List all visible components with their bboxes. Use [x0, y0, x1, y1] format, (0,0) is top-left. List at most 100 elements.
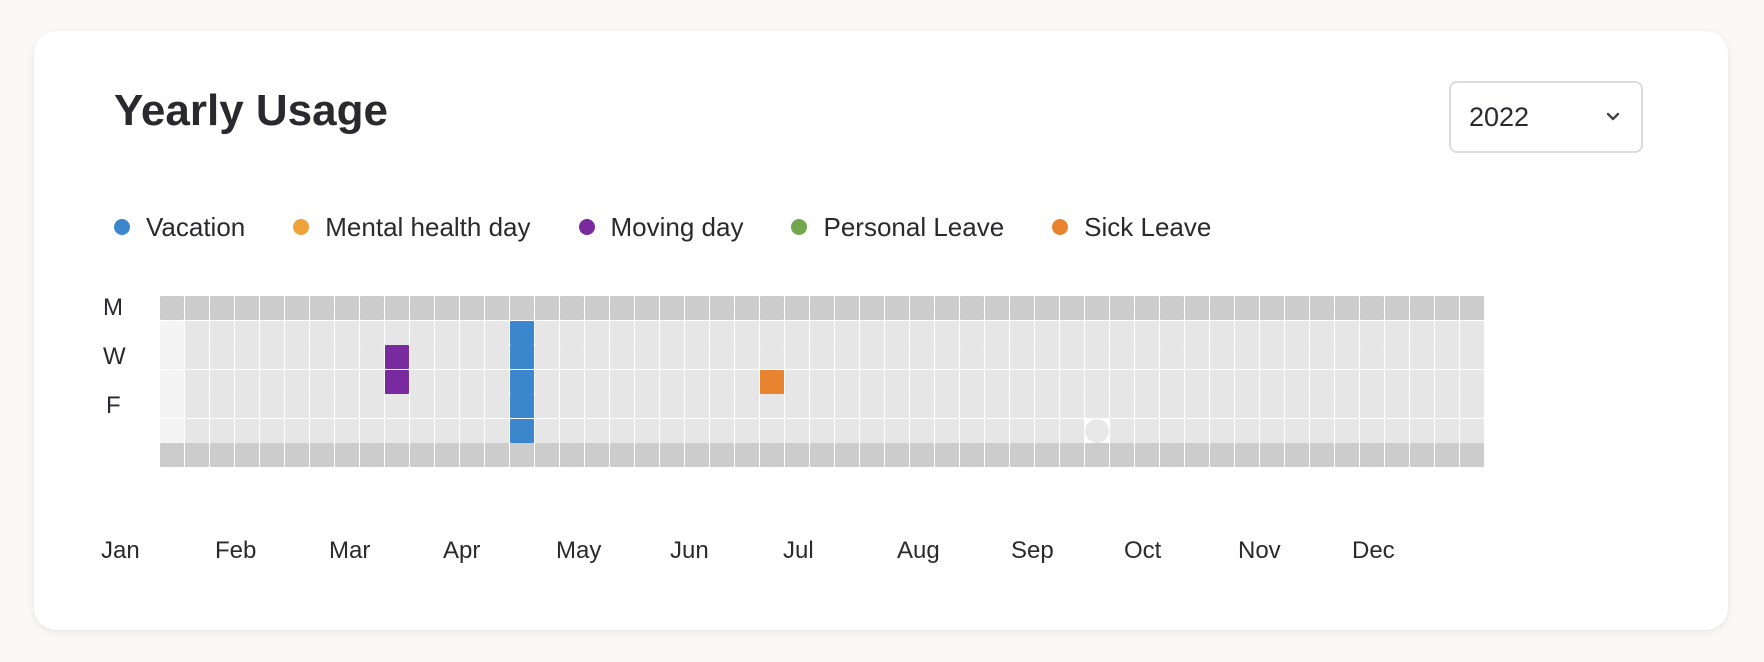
- heatmap-day-cell[interactable]: [410, 443, 434, 467]
- heatmap-day-cell[interactable]: [1435, 369, 1459, 394]
- heatmap-day-cell[interactable]: [485, 320, 509, 345]
- heatmap-day-cell[interactable]: [885, 320, 909, 345]
- heatmap-day-cell[interactable]: [285, 418, 309, 443]
- heatmap-day-cell[interactable]: [1435, 418, 1459, 443]
- heatmap-day-cell[interactable]: [260, 369, 284, 394]
- heatmap-day-cell[interactable]: [310, 369, 334, 394]
- heatmap-day-cell[interactable]: [435, 418, 459, 443]
- heatmap-day-cell[interactable]: [310, 320, 334, 345]
- heatmap-day-cell[interactable]: [710, 443, 734, 467]
- heatmap-day-cell[interactable]: [910, 369, 934, 394]
- heatmap-day-cell[interactable]: [1060, 394, 1084, 418]
- heatmap-day-cell[interactable]: [910, 320, 934, 345]
- heatmap-day-cell[interactable]: [760, 369, 784, 394]
- heatmap-day-cell[interactable]: [485, 418, 509, 443]
- heatmap-day-cell[interactable]: [685, 443, 709, 467]
- heatmap-day-cell[interactable]: [1235, 320, 1259, 345]
- heatmap-day-cell[interactable]: [910, 443, 934, 467]
- heatmap-day-cell[interactable]: [760, 320, 784, 345]
- heatmap-day-cell[interactable]: [1310, 418, 1334, 443]
- heatmap-day-cell[interactable]: [385, 369, 409, 394]
- heatmap-day-cell[interactable]: [310, 443, 334, 467]
- heatmap-day-cell[interactable]: [1210, 296, 1234, 320]
- heatmap-day-cell[interactable]: [685, 369, 709, 394]
- heatmap-day-cell[interactable]: [485, 443, 509, 467]
- heatmap-day-cell[interactable]: [835, 345, 859, 369]
- heatmap-day-cell[interactable]: [810, 369, 834, 394]
- heatmap-day-cell[interactable]: [335, 369, 359, 394]
- heatmap-day-cell[interactable]: [835, 369, 859, 394]
- heatmap-day-cell[interactable]: [860, 418, 884, 443]
- heatmap-day-cell[interactable]: [185, 345, 209, 369]
- heatmap-day-cell[interactable]: [335, 394, 359, 418]
- heatmap-day-cell[interactable]: [1060, 296, 1084, 320]
- heatmap-day-cell[interactable]: [1185, 320, 1209, 345]
- heatmap-day-cell[interactable]: [460, 296, 484, 320]
- heatmap-day-cell[interactable]: [785, 296, 809, 320]
- heatmap-day-cell[interactable]: [210, 345, 234, 369]
- heatmap-day-cell[interactable]: [385, 418, 409, 443]
- heatmap-day-cell[interactable]: [635, 369, 659, 394]
- heatmap-day-cell[interactable]: [1335, 345, 1359, 369]
- heatmap-day-cell[interactable]: [1285, 418, 1309, 443]
- heatmap-day-cell[interactable]: [460, 394, 484, 418]
- heatmap-day-cell[interactable]: [485, 296, 509, 320]
- heatmap-day-cell[interactable]: [1410, 418, 1434, 443]
- heatmap-day-cell[interactable]: [1435, 394, 1459, 418]
- heatmap-day-cell[interactable]: [885, 443, 909, 467]
- heatmap-day-cell[interactable]: [1135, 320, 1159, 345]
- heatmap-day-cell[interactable]: [385, 443, 409, 467]
- heatmap-day-cell[interactable]: [335, 443, 359, 467]
- heatmap-day-cell[interactable]: [860, 296, 884, 320]
- heatmap-day-cell[interactable]: [1260, 345, 1284, 369]
- heatmap-day-cell[interactable]: [560, 320, 584, 345]
- heatmap-day-cell[interactable]: [685, 296, 709, 320]
- heatmap-day-cell[interactable]: [1035, 369, 1059, 394]
- heatmap-day-cell[interactable]: [535, 296, 559, 320]
- heatmap-day-cell[interactable]: [935, 369, 959, 394]
- heatmap-day-cell[interactable]: [1285, 369, 1309, 394]
- heatmap-day-cell[interactable]: [685, 320, 709, 345]
- heatmap-day-cell[interactable]: [635, 443, 659, 467]
- heatmap-day-cell[interactable]: [560, 296, 584, 320]
- heatmap-day-cell[interactable]: [1360, 296, 1384, 320]
- heatmap-day-cell[interactable]: [1360, 443, 1384, 467]
- heatmap-day-cell[interactable]: [710, 345, 734, 369]
- heatmap-day-cell[interactable]: [1085, 345, 1109, 369]
- heatmap-day-cell[interactable]: [385, 320, 409, 345]
- heatmap-day-cell[interactable]: [1235, 394, 1259, 418]
- heatmap-day-cell[interactable]: [660, 345, 684, 369]
- heatmap-day-cell[interactable]: [1010, 394, 1034, 418]
- heatmap-day-cell[interactable]: [1060, 320, 1084, 345]
- heatmap-day-cell[interactable]: [1010, 369, 1034, 394]
- heatmap-day-cell[interactable]: [1285, 443, 1309, 467]
- heatmap-day-cell[interactable]: [1110, 296, 1134, 320]
- heatmap-day-cell[interactable]: [260, 296, 284, 320]
- heatmap-day-cell[interactable]: [1385, 296, 1409, 320]
- heatmap-day-cell[interactable]: [685, 418, 709, 443]
- heatmap-day-cell[interactable]: [410, 320, 434, 345]
- heatmap-day-cell[interactable]: [635, 418, 659, 443]
- heatmap-day-cell[interactable]: [560, 369, 584, 394]
- heatmap-day-cell[interactable]: [1335, 296, 1359, 320]
- heatmap-day-cell[interactable]: [1160, 369, 1184, 394]
- heatmap-day-cell[interactable]: [235, 369, 259, 394]
- heatmap-day-cell[interactable]: [860, 443, 884, 467]
- heatmap-day-cell[interactable]: [710, 320, 734, 345]
- heatmap-day-cell[interactable]: [610, 443, 634, 467]
- heatmap-day-cell[interactable]: [560, 345, 584, 369]
- heatmap-day-cell[interactable]: [1060, 418, 1084, 443]
- heatmap-day-cell[interactable]: [1235, 369, 1259, 394]
- heatmap-day-cell[interactable]: [1110, 443, 1134, 467]
- heatmap-day-cell[interactable]: [1360, 394, 1384, 418]
- heatmap-day-cell[interactable]: [1385, 369, 1409, 394]
- heatmap-day-cell[interactable]: [935, 443, 959, 467]
- heatmap-day-cell[interactable]: [860, 345, 884, 369]
- heatmap-day-cell[interactable]: [860, 394, 884, 418]
- heatmap-day-cell[interactable]: [1235, 345, 1259, 369]
- heatmap-day-cell[interactable]: [185, 443, 209, 467]
- heatmap-day-cell[interactable]: [685, 394, 709, 418]
- heatmap-day-cell[interactable]: [1085, 443, 1109, 467]
- heatmap-day-cell[interactable]: [210, 394, 234, 418]
- heatmap-day-cell[interactable]: [410, 369, 434, 394]
